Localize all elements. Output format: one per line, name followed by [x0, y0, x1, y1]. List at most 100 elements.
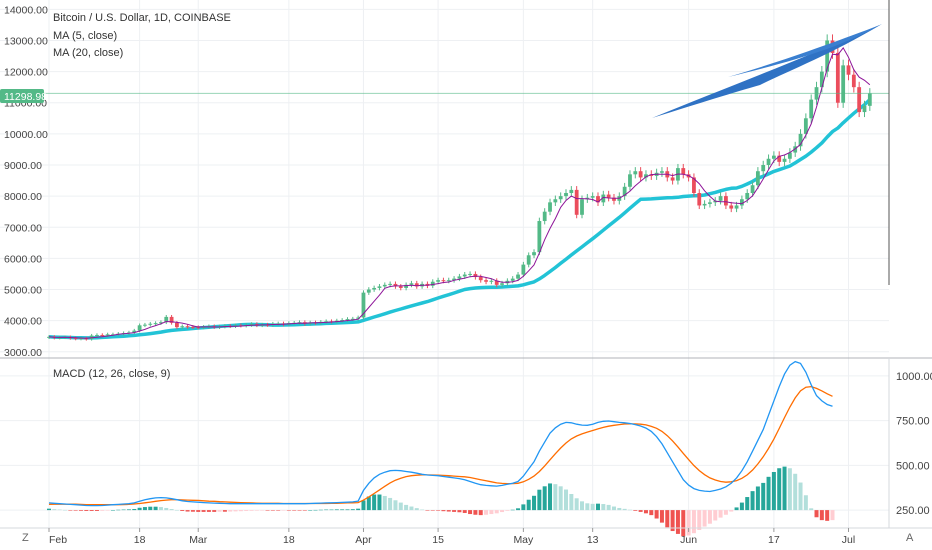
- macd-histogram-bar: [116, 509, 121, 511]
- macd-histogram-bar: [308, 510, 313, 511]
- macd-histogram-bar: [718, 510, 723, 518]
- ma5-layer: [48, 47, 871, 339]
- macd-histogram-bar: [329, 509, 334, 511]
- candle-body: [755, 171, 760, 186]
- candle-body: [745, 193, 750, 200]
- macd-histogram-bar: [649, 510, 654, 516]
- price-tick-label: 6000.00: [4, 253, 42, 265]
- macd-histogram-bar: [372, 494, 377, 511]
- macd-histogram-bar: [681, 510, 686, 537]
- candle-body: [510, 278, 515, 281]
- macd-line: [48, 360, 833, 507]
- macd-histogram-bar: [468, 510, 473, 515]
- candle-body: [798, 133, 803, 147]
- macd-histogram-bar: [585, 503, 590, 511]
- ma5-legend[interactable]: MA (5, close): [53, 30, 117, 42]
- macd-histogram-bar: [825, 510, 830, 521]
- zoom-reset-button[interactable]: Z: [22, 532, 29, 544]
- candle-body: [734, 205, 739, 209]
- macd-histogram-bar: [356, 508, 361, 511]
- macd-histogram-bar: [766, 476, 771, 511]
- macd-histogram-bar: [361, 500, 366, 511]
- macd-histogram-bar: [393, 500, 398, 511]
- macd-histogram-bar: [750, 491, 755, 511]
- macd-histogram-bar: [180, 510, 185, 511]
- ma20-layer: [48, 98, 872, 340]
- candle-body: [84, 338, 89, 340]
- macd-histogram-bar: [777, 468, 782, 511]
- macd-axis[interactable]: 1000.00 750.00 500.00 250.00: [896, 371, 932, 517]
- macd-histogram-bar: [819, 510, 824, 521]
- candle-body: [793, 146, 798, 153]
- macd-histogram-bar: [686, 510, 691, 536]
- macd-histogram-bar: [142, 507, 147, 511]
- macd-histogram-bar: [409, 506, 414, 511]
- candle-body: [542, 211, 547, 222]
- macd-histogram-bar: [734, 507, 739, 511]
- macd-histogram-bar: [739, 502, 744, 511]
- macd-histogram-bar: [516, 508, 521, 511]
- macd-histogram-bar: [249, 510, 254, 511]
- macd-histogram-bar: [558, 486, 563, 511]
- candle-body: [457, 276, 462, 279]
- macd-histogram-bar: [190, 510, 195, 512]
- macd-histogram-bar: [729, 510, 734, 512]
- macd-histogram-bar: [398, 502, 403, 511]
- macd-histogram-bar: [377, 494, 382, 511]
- macd-histogram-bar: [153, 506, 158, 511]
- macd-histogram-bar: [340, 509, 345, 511]
- candle-body: [441, 280, 446, 282]
- candle-body: [361, 292, 366, 318]
- candle-body: [436, 280, 440, 282]
- time-axis[interactable]: Feb 18 Mar 18 Apr 15 May 13 Jun 17 Jul: [48, 528, 855, 546]
- macd-histogram-bar: [702, 510, 707, 527]
- candle-body: [590, 196, 595, 198]
- macd-histogram-bar: [94, 510, 99, 511]
- macd-histogram-bar: [441, 510, 446, 512]
- macd-histogram-bar: [206, 510, 211, 512]
- macd-histogram-bar: [169, 509, 174, 511]
- macd-histogram-bar: [345, 509, 350, 511]
- candle-body: [851, 74, 856, 88]
- macd-histogram-bar: [260, 510, 265, 511]
- candle-body: [724, 196, 728, 206]
- candle-body: [398, 286, 403, 288]
- candle-body: [47, 336, 51, 338]
- macd-histogram-bar: [798, 482, 803, 511]
- candle-body: [324, 321, 329, 323]
- macd-legend[interactable]: MACD (12, 26, close, 9): [53, 368, 170, 380]
- candle-body: [489, 280, 494, 282]
- candle-body: [708, 202, 712, 204]
- macd-histogram-bar: [548, 483, 553, 511]
- candle-body: [596, 196, 600, 203]
- macd-histogram-bar: [430, 510, 435, 511]
- macd-histogram-bar: [292, 510, 297, 511]
- candle-body: [73, 338, 78, 340]
- macd-histogram-bar: [697, 510, 702, 530]
- candle-body: [462, 274, 467, 277]
- time-tick-label: Feb: [49, 534, 67, 546]
- macd-histogram-bar: [174, 510, 179, 511]
- macd-histogram-bar: [617, 507, 622, 511]
- macd-histogram-bar: [126, 509, 131, 511]
- candle-body: [601, 194, 606, 203]
- candle-body: [622, 186, 627, 197]
- macd-histogram-bar: [217, 510, 222, 512]
- candle-body: [430, 281, 435, 286]
- time-tick-label: 13: [587, 534, 599, 546]
- macd-histogram-bar: [324, 509, 329, 511]
- ma20-legend[interactable]: MA (20, close): [53, 47, 123, 59]
- macd-histogram-bar: [84, 510, 89, 511]
- macd-histogram-bar: [137, 507, 142, 511]
- time-tick-label: Jul: [842, 534, 855, 546]
- current-price-text: 11298.98: [4, 91, 47, 103]
- candle-body: [414, 283, 419, 287]
- macd-histogram-bar: [814, 510, 819, 518]
- grid: [0, 0, 889, 528]
- candle-body: [340, 320, 345, 322]
- macd-histogram-bar: [281, 510, 286, 511]
- macd-histogram-bar: [297, 510, 302, 511]
- auto-scale-button[interactable]: A: [906, 532, 914, 544]
- candle-body: [558, 196, 563, 200]
